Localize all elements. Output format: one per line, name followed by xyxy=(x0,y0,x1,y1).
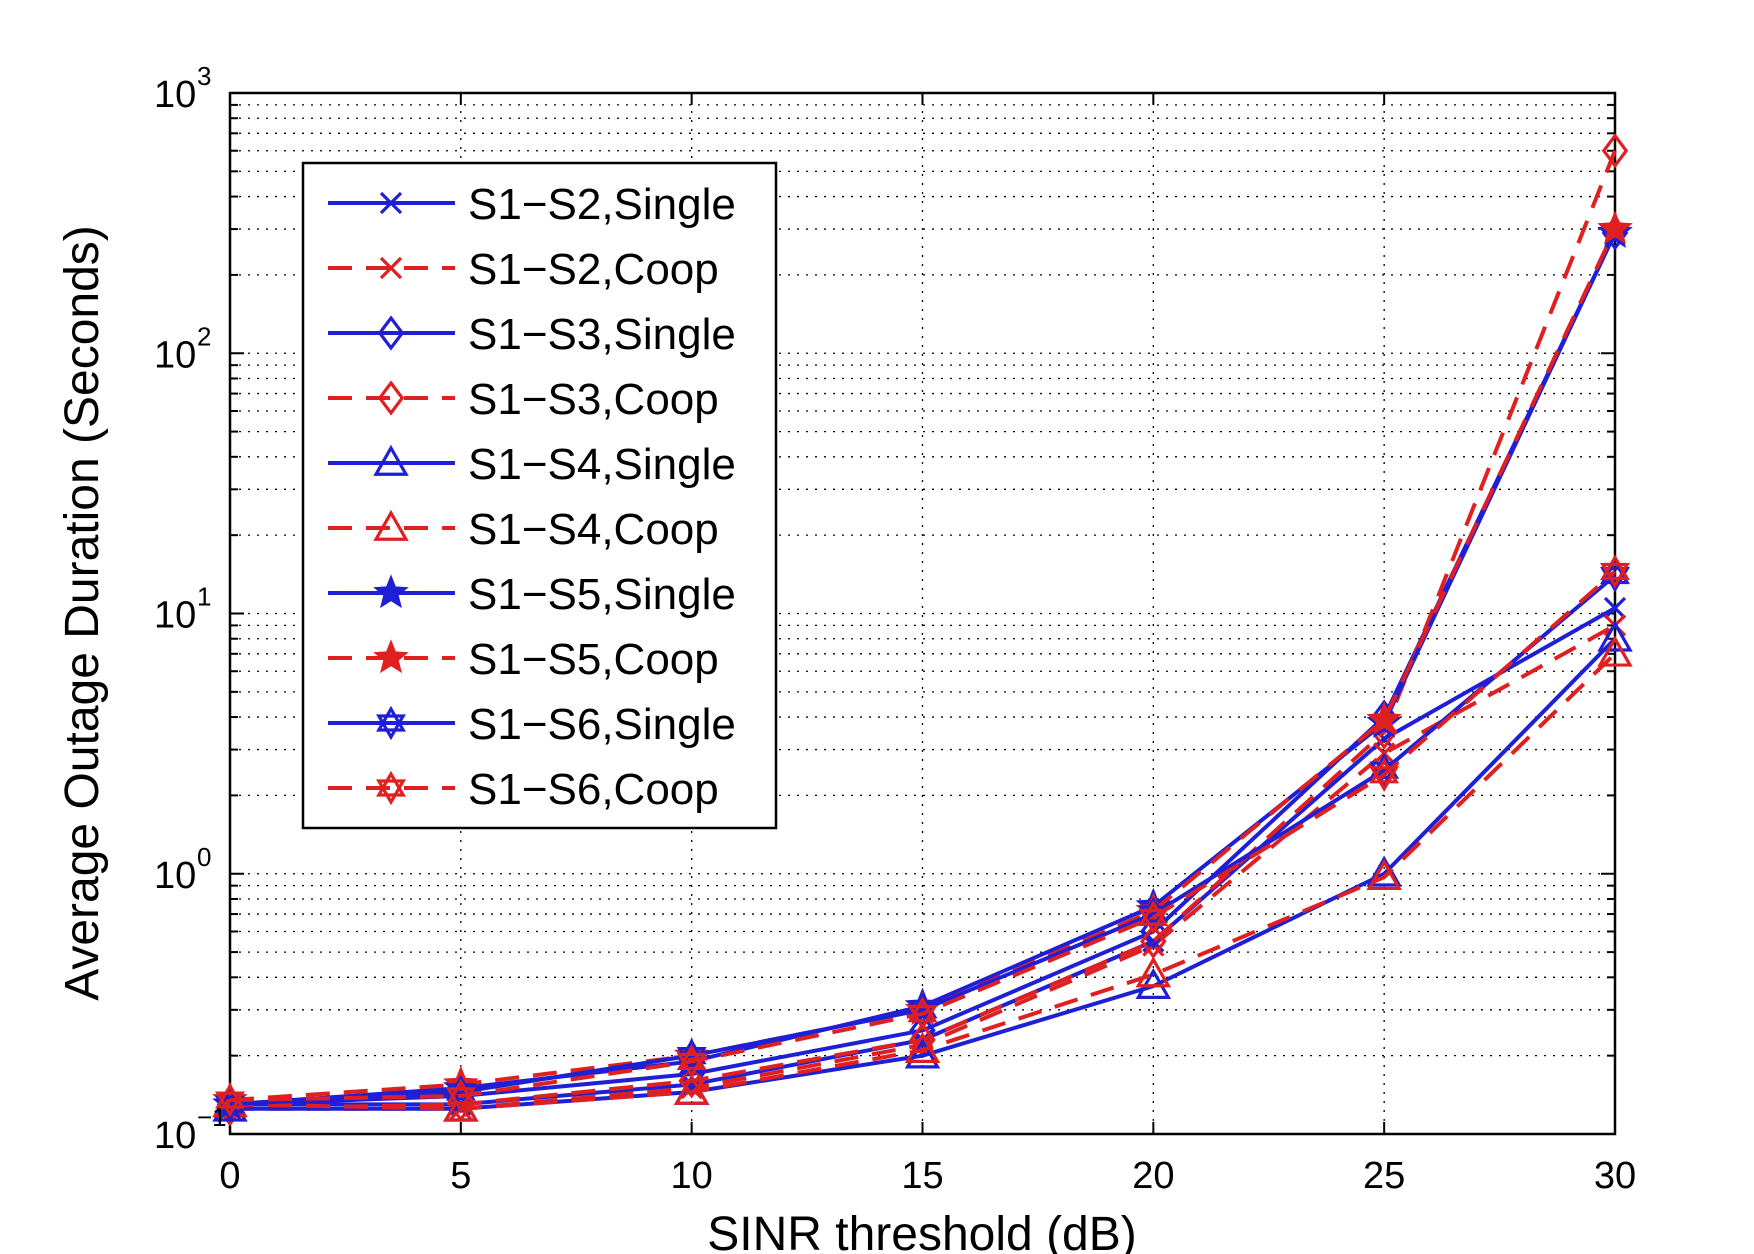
data-point xyxy=(376,770,406,806)
y-tick-label: 10 1 xyxy=(154,582,211,637)
data-point xyxy=(1140,913,1167,950)
legend-item: S1−S3,Single xyxy=(328,310,736,359)
legend-item: S1−S6,Single xyxy=(328,700,736,749)
data-point xyxy=(676,1044,707,1079)
x-tick-label: 5 xyxy=(450,1155,471,1197)
legend-item: S1−S2,Coop xyxy=(328,245,719,294)
y-tick-exponent: 1 xyxy=(197,582,211,612)
data-point xyxy=(373,509,409,541)
legend-item: S1−S2,Single xyxy=(328,180,736,229)
legend-item: S1−S5,Coop xyxy=(328,635,719,684)
legend-item: S1−S5,Single xyxy=(328,570,736,619)
legend: S1−S2,Single S1−S2,Coop S1−S3,Single S1−S3,… xyxy=(301,161,778,830)
data-point xyxy=(907,996,938,1031)
y-tick-label: 10 3 xyxy=(154,61,211,116)
legend-item: S1−S3,Coop xyxy=(328,375,719,424)
y-tick-base: 10 xyxy=(154,855,196,897)
data-point xyxy=(1600,554,1630,589)
data-point xyxy=(1366,701,1402,736)
data-point xyxy=(1135,956,1172,988)
y-tick-base: 10 xyxy=(154,1115,196,1157)
data-point xyxy=(1603,596,1627,620)
y-tick-base: 10 xyxy=(154,74,196,116)
data-point xyxy=(379,256,403,280)
legend-label: S1−S2,Coop xyxy=(468,245,719,294)
data-point xyxy=(373,639,409,674)
data-point xyxy=(1138,900,1169,935)
x-tick-labels: 0 5 10 15 20 25 30 xyxy=(219,1155,1636,1197)
data-point xyxy=(373,574,409,609)
data-point xyxy=(215,1082,245,1118)
y-tick-label: 10 −1 xyxy=(154,1102,227,1157)
data-point xyxy=(1601,133,1629,169)
data-point xyxy=(373,444,409,476)
legend-item: S1−S4,Single xyxy=(328,440,736,489)
y-tick-label: 10 2 xyxy=(154,321,211,376)
y-tick-label: 10 0 xyxy=(154,842,211,897)
y-tick-exponent: 0 xyxy=(197,842,211,872)
data-point xyxy=(678,1063,705,1099)
legend-item: S1−S6,Coop xyxy=(328,765,719,814)
x-axis-label: SINR threshold (dB) xyxy=(707,1208,1137,1254)
data-point xyxy=(445,1078,476,1114)
data-point xyxy=(909,1012,936,1049)
series-10 xyxy=(215,554,1630,1118)
legend-label: S1−S5,Single xyxy=(468,570,736,619)
data-point xyxy=(1597,620,1633,652)
x-tick-label: 15 xyxy=(901,1155,943,1197)
data-point xyxy=(1369,757,1400,792)
legend-label: S1−S6,Single xyxy=(468,700,736,749)
data-point xyxy=(904,1031,941,1063)
data-point xyxy=(377,380,405,416)
y-tick-exponent: 2 xyxy=(197,321,211,351)
legend-label: S1−S4,Single xyxy=(468,440,736,489)
data-point xyxy=(379,191,403,215)
data-point xyxy=(1597,635,1633,667)
data-point xyxy=(376,705,406,741)
y-axis-label: Average Outage Duration (Seconds) xyxy=(56,225,109,1001)
series-line xyxy=(229,573,1617,1107)
legend-label: S1−S6,Coop xyxy=(468,765,719,814)
legend-label: S1−S5,Coop xyxy=(468,635,719,684)
data-point xyxy=(904,1037,941,1069)
data-point xyxy=(1597,210,1633,245)
data-point xyxy=(1366,858,1402,891)
series-layer xyxy=(212,133,1633,1127)
x-tick-label: 20 xyxy=(1132,1155,1174,1197)
y-tick-exponent: 3 xyxy=(197,61,211,91)
legend-item: S1−S4,Coop xyxy=(328,505,719,554)
legend-label: S1−S3,Single xyxy=(468,310,736,359)
x-tick-label: 30 xyxy=(1594,1155,1636,1197)
x-tick-label: 0 xyxy=(219,1155,240,1197)
y-tick-base: 10 xyxy=(154,595,196,637)
legend-label: S1−S4,Coop xyxy=(468,505,719,554)
data-point xyxy=(377,315,405,351)
legend-label: S1−S2,Single xyxy=(468,180,736,229)
x-tick-label: 10 xyxy=(671,1155,713,1197)
data-point xyxy=(443,1090,479,1122)
data-point xyxy=(673,1073,710,1105)
series-line xyxy=(229,569,1617,1103)
x-tick-label: 25 xyxy=(1363,1155,1405,1197)
y-tick-base: 10 xyxy=(154,334,196,376)
legend-label: S1−S3,Coop xyxy=(468,375,719,424)
y-tick-exponent: −1 xyxy=(197,1102,227,1132)
